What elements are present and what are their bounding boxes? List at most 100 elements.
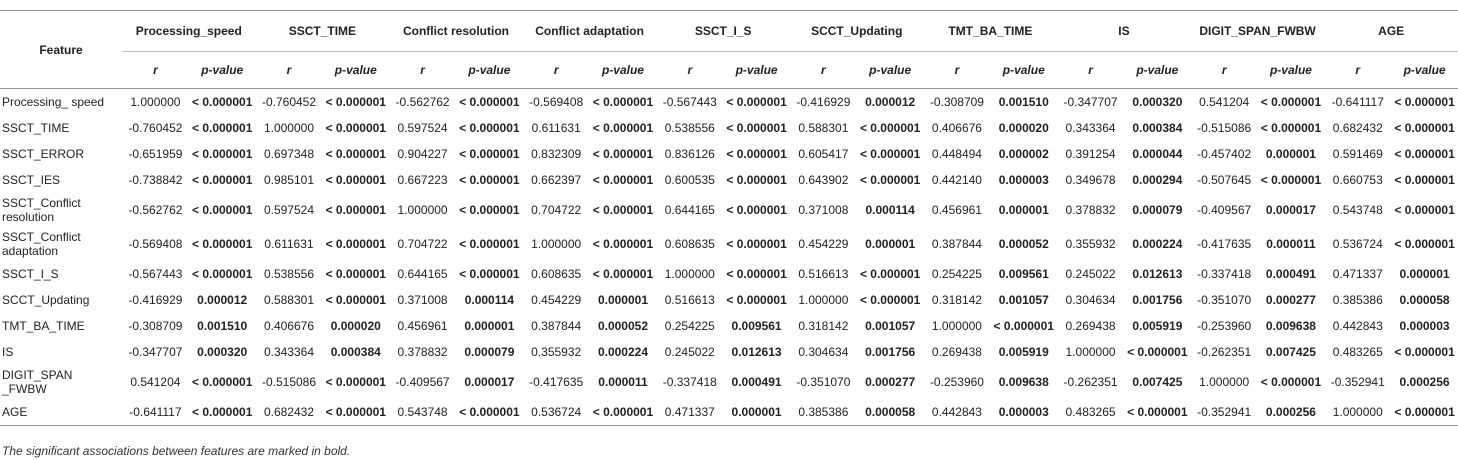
p-value-cell: < 0.000001	[859, 147, 921, 161]
p-value-cell: < 0.000001	[459, 173, 520, 187]
r-cell: 0.349678	[1065, 173, 1116, 187]
r-cell: -0.409567	[395, 375, 450, 389]
r-cell: -0.651959	[128, 147, 183, 161]
p-value-cell: < 0.000001	[1260, 95, 1322, 109]
feature-name: SSCT_ERROR	[2, 147, 85, 161]
p-value-cell: < 0.000001	[859, 173, 921, 187]
r-cell: 0.597524	[263, 203, 315, 217]
r-cell: 0.985101	[263, 173, 315, 187]
sub-header: p-value	[856, 51, 924, 89]
p-value-cell: 0.000001	[1265, 147, 1316, 161]
p-value-cell: 0.000001	[723, 399, 790, 426]
p-value-cell: < 0.000001	[325, 121, 386, 135]
r-cell: 0.605417	[798, 147, 849, 161]
p-value-cell: 0.005919	[998, 345, 1049, 359]
table-row: SSCT_ERROR -0.651959 < 0.000001 0.697348 < 0…	[0, 141, 1458, 167]
r-cell: -0.262351	[1063, 375, 1118, 389]
table-row: SSCT_Conflict adaptation -0.569408 < 0.000…	[0, 227, 1458, 261]
p-value-cell: 0.000320	[1132, 95, 1183, 109]
r-cell: -0.567443	[128, 267, 183, 281]
p-value-cell: < 0.000001	[1394, 173, 1455, 187]
p-value-cell: < 0.000001	[459, 203, 520, 217]
r-cell: 0.516613	[664, 293, 715, 307]
table-row: TMT_BA_TIME -0.308709 0.001510 0.406676 0.00…	[0, 313, 1458, 339]
r-cell: 0.456961	[397, 319, 448, 333]
feature-name: SSCT_TIME	[2, 121, 70, 135]
r-cell: 0.904227	[397, 147, 448, 161]
p-value-cell: < 0.000001	[726, 173, 787, 187]
sub-header: p-value	[1123, 51, 1191, 89]
p-value-cell: < 0.000001	[726, 267, 787, 281]
feature-name: DIGIT_SPAN _FWBW	[2, 368, 73, 396]
r-cell: 0.304634	[1065, 293, 1116, 307]
r-cell: 0.378832	[1065, 203, 1116, 217]
p-value-cell: < 0.000001	[325, 147, 386, 161]
feature-name: Processing_ speed	[2, 95, 105, 109]
p-value-cell: 0.000017	[1265, 203, 1316, 217]
r-cell: -0.351070	[1197, 293, 1252, 307]
p-value-cell: 0.001057	[998, 293, 1049, 307]
r-cell: 0.442843	[1332, 319, 1383, 333]
sub-header: r	[656, 51, 724, 89]
p-value-cell: 0.000012	[865, 95, 916, 109]
r-cell: -0.337418	[1197, 267, 1252, 281]
sub-header: p-value	[589, 51, 657, 89]
p-value-cell: 0.000277	[1265, 293, 1316, 307]
r-cell: 0.538556	[664, 121, 715, 135]
p-value-cell: < 0.000001	[592, 203, 654, 217]
r-cell: 0.667223	[397, 173, 448, 187]
p-value-cell: 0.001510	[197, 319, 248, 333]
p-value-cell: < 0.000001	[191, 203, 253, 217]
p-value-cell: < 0.000001	[1394, 121, 1455, 135]
sub-header: p-value	[188, 51, 256, 89]
p-value-cell: < 0.000001	[859, 293, 921, 307]
column-header: Conflict resolution	[389, 10, 523, 52]
p-value-cell: 0.000224	[1132, 237, 1183, 251]
r-cell: 0.304634	[798, 345, 849, 359]
sub-header: r	[1190, 51, 1258, 89]
r-cell: 0.697348	[263, 147, 315, 161]
p-value-cell: 0.005919	[1132, 319, 1183, 333]
sub-header: r	[923, 51, 991, 89]
r-cell: 0.442140	[931, 173, 982, 187]
p-value-cell: 0.000320	[197, 345, 248, 359]
column-header: Processing_speed	[122, 10, 256, 52]
r-cell: -0.416929	[128, 293, 183, 307]
p-value-cell: 0.000491	[731, 375, 782, 389]
sub-header: p-value	[322, 51, 390, 89]
sub-header: r	[1324, 51, 1392, 89]
r-cell: 0.682432	[255, 399, 323, 426]
p-value-cell: < 0.000001	[322, 399, 390, 426]
r-cell: -0.738842	[128, 173, 183, 187]
p-value-cell: 0.000079	[464, 345, 515, 359]
p-value-cell: < 0.000001	[592, 95, 654, 109]
r-cell: 0.391254	[1065, 147, 1116, 161]
p-value-cell: < 0.000001	[1127, 345, 1188, 359]
r-cell: -0.262351	[1197, 345, 1252, 359]
p-value-cell: 0.000001	[998, 203, 1049, 217]
p-value-cell: < 0.000001	[1394, 237, 1455, 251]
p-value-cell: < 0.000001	[993, 319, 1054, 333]
r-cell: 0.644165	[397, 267, 448, 281]
sub-header: p-value	[723, 51, 790, 89]
p-value-cell: < 0.000001	[325, 293, 386, 307]
r-cell: 0.483265	[1332, 345, 1383, 359]
p-value-cell: < 0.000001	[726, 121, 787, 135]
r-cell: 0.588301	[798, 121, 849, 135]
p-value-cell: < 0.000001	[589, 399, 657, 426]
p-value-cell: 0.000058	[1399, 293, 1450, 307]
r-cell: 0.611631	[531, 121, 581, 135]
p-value-cell: < 0.000001	[1123, 399, 1191, 426]
p-value-cell: 0.000058	[856, 399, 924, 426]
r-cell: 1.000000	[798, 293, 849, 307]
p-value-cell: 0.000003	[998, 173, 1049, 187]
column-header: Conflict adaptation	[522, 10, 657, 52]
r-cell: 0.662397	[531, 173, 582, 187]
r-cell: -0.567443	[662, 95, 717, 109]
r-cell: 0.385386	[1332, 293, 1383, 307]
r-cell: 0.643902	[798, 173, 849, 187]
table-row: SSCT_IES -0.738842 < 0.000001 0.985101 < 0.0…	[0, 167, 1458, 193]
r-cell: 0.371008	[798, 203, 849, 217]
r-cell: 0.660753	[1332, 173, 1383, 187]
table-row: AGE -0.641117 < 0.000001 0.682432 < 0.000001…	[0, 399, 1458, 426]
